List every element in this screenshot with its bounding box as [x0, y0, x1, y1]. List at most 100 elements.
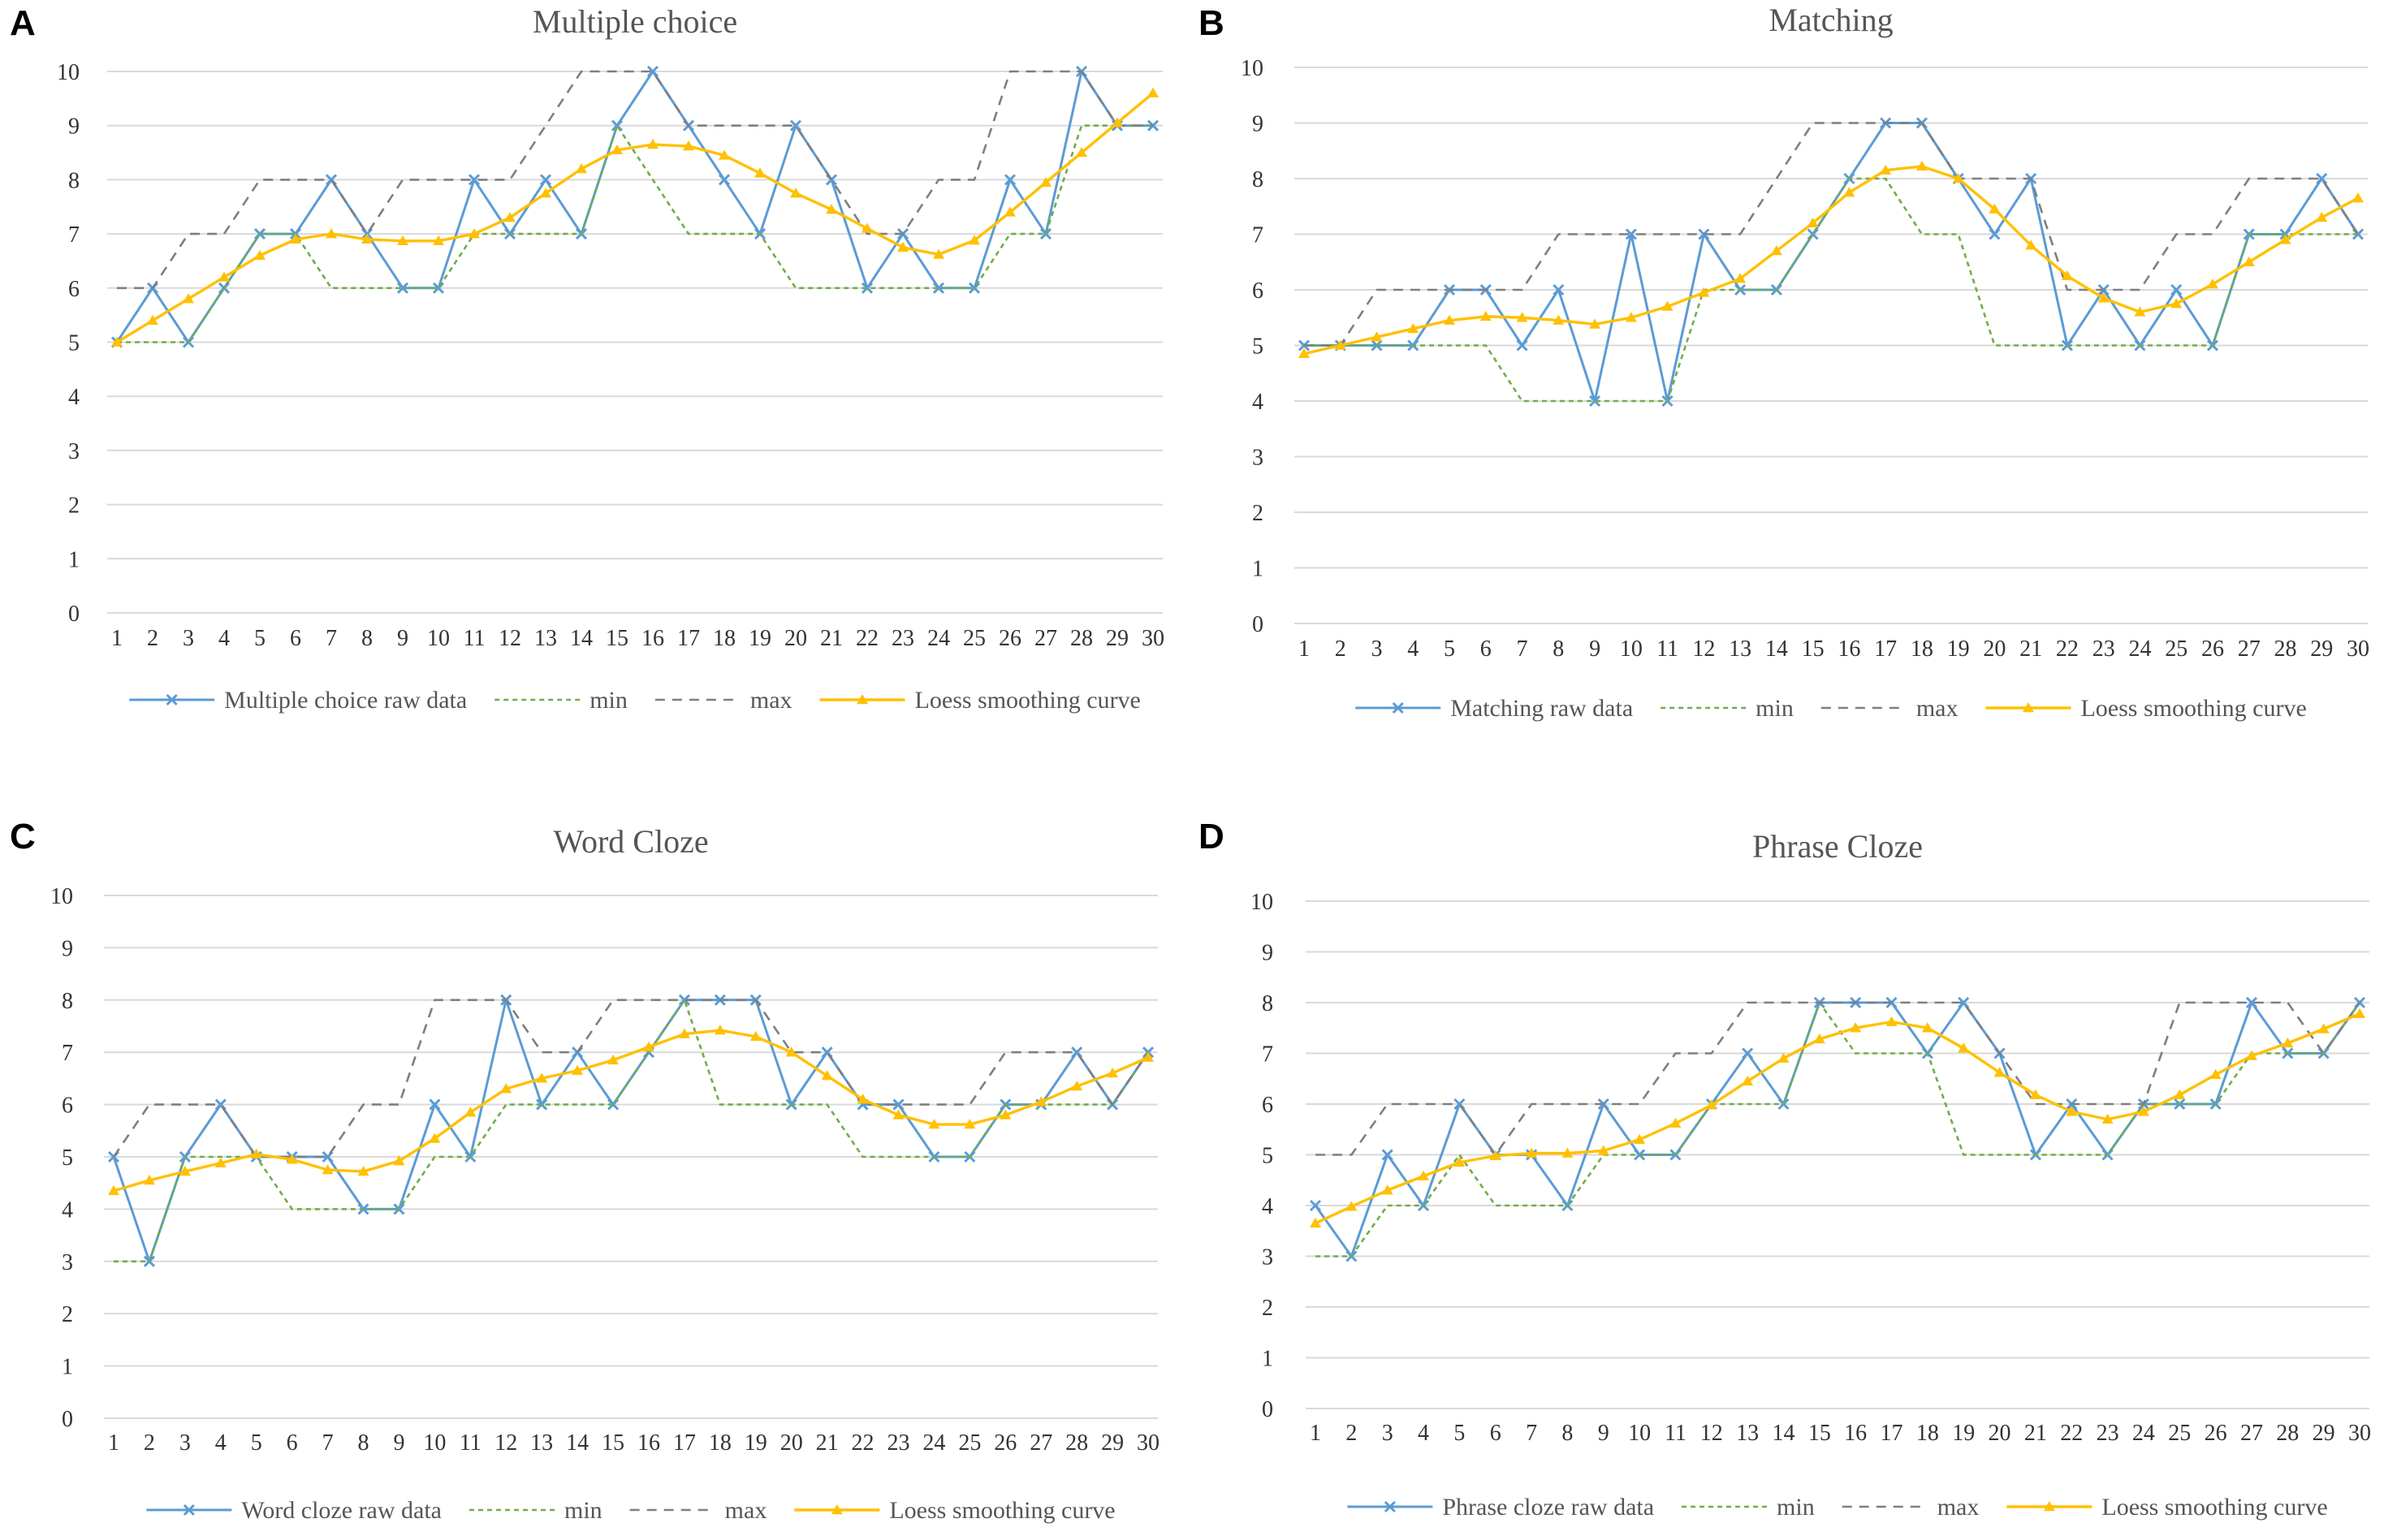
y-tick-label: 2	[68, 494, 80, 519]
data-point	[785, 1046, 797, 1057]
y-tick-label: 5	[1252, 334, 1263, 360]
x-tick-label: 10	[1620, 636, 1643, 662]
data-point	[1958, 1042, 1970, 1053]
x-tick-label: 2	[147, 626, 158, 651]
x-tick-label: 14	[1765, 636, 1788, 662]
x-tick-label: 7	[322, 1430, 334, 1456]
data-point	[1915, 160, 1928, 171]
data-point	[821, 1070, 833, 1081]
x-tick-label: 28	[2276, 1421, 2299, 1446]
x-tick-label: 15	[602, 1430, 624, 1456]
y-tick-label: 8	[1262, 991, 1273, 1016]
x-tick-label: 3	[179, 1430, 191, 1456]
x-tick-label: 5	[251, 1430, 262, 1456]
x-tick-label: 25	[2165, 636, 2187, 662]
data-point	[179, 1166, 191, 1176]
y-tick-label: 8	[62, 989, 73, 1014]
data-point	[1000, 1109, 1012, 1119]
data-point	[290, 233, 301, 244]
data-point	[111, 336, 123, 347]
data-point	[504, 212, 516, 222]
legend-marker	[2022, 702, 2034, 713]
x-tick-label: 9	[393, 1430, 404, 1456]
x-tick-label: 30	[1142, 626, 1164, 651]
data-point	[2354, 1007, 2365, 1018]
y-tick-label: 7	[1252, 223, 1263, 248]
x-tick-label: 18	[1911, 636, 1933, 662]
y-tick-label: 4	[1252, 390, 1263, 415]
legend-marker	[2043, 1501, 2055, 1512]
data-point	[108, 1184, 119, 1196]
data-point	[396, 282, 409, 294]
x-tick-label: 15	[1808, 1421, 1831, 1446]
data-point	[468, 174, 481, 186]
legend-label: Loess smoothing curve	[915, 687, 1141, 714]
legend-item: Multiple choice raw data	[129, 687, 467, 714]
data-point	[250, 1148, 262, 1159]
y-tick-label: 9	[62, 936, 73, 961]
x-tick-label: 9	[397, 626, 408, 651]
data-point	[183, 293, 194, 304]
legend: Multiple choice raw data min max Loess smoo…	[129, 687, 1141, 714]
data-point	[1040, 176, 1052, 187]
x-tick-label: 8	[361, 626, 373, 651]
data-point	[1516, 312, 1528, 322]
x-tick-label: 19	[1952, 1421, 1975, 1446]
data-point	[1381, 1184, 1393, 1195]
panel-letter-c: C	[10, 817, 36, 856]
data-point	[892, 1109, 905, 1119]
x-tick-label: 22	[852, 1430, 875, 1456]
data-point	[1489, 1150, 1501, 1160]
x-tick-label: 20	[1989, 1421, 2011, 1446]
legend-label: min	[564, 1497, 602, 1524]
y-tick-label: 2	[62, 1302, 73, 1327]
x-tick-label: 23	[887, 1430, 909, 1456]
legend-item: max	[654, 687, 793, 714]
data-point	[214, 1157, 227, 1167]
data-point	[2316, 211, 2328, 222]
y-tick-label: 6	[68, 277, 80, 302]
x-tick-label: 22	[856, 626, 879, 651]
data-point	[143, 1174, 155, 1185]
data-point	[1698, 287, 1710, 297]
data-point	[1742, 1075, 1754, 1086]
x-tick-label: 1	[1298, 636, 1310, 662]
x-tick-label: 22	[2060, 1421, 2083, 1446]
legend-item: Loess smoothing curve	[794, 1497, 1116, 1524]
x-tick-label: 24	[922, 1430, 945, 1456]
data-point	[429, 1132, 441, 1143]
data-point	[1989, 203, 2001, 214]
data-point	[647, 139, 659, 149]
x-tick-label: 27	[2240, 1421, 2263, 1446]
y-tick-label: 3	[1252, 446, 1263, 471]
data-point	[1035, 1096, 1047, 1106]
data-point	[2137, 1106, 2149, 1116]
data-point	[1553, 283, 1565, 296]
x-tick-label: 6	[1480, 636, 1492, 662]
data-point	[2025, 239, 2037, 250]
data-point	[1958, 996, 1970, 1009]
x-tick-label: 16	[641, 626, 664, 651]
data-point	[2282, 1037, 2294, 1048]
y-tick-label: 1	[1252, 557, 1263, 582]
x-tick-label: 12	[495, 1430, 517, 1456]
data-point	[1039, 228, 1052, 240]
series-line	[1314, 1001, 2361, 1257]
legend-label: max	[750, 687, 793, 714]
y-tick-label: 8	[68, 168, 80, 193]
x-tick-label: 19	[1947, 636, 1970, 662]
x-tick-label: 21	[2024, 1421, 2047, 1446]
x-tick-label: 14	[1772, 1421, 1794, 1446]
x-tick-label: 26	[2201, 636, 2224, 662]
x-tick-label: 29	[2313, 1421, 2335, 1446]
data-point	[322, 1164, 334, 1175]
y-tick-label: 0	[1252, 612, 1263, 637]
series-line	[117, 124, 1153, 343]
x-tick-label: 22	[2056, 636, 2079, 662]
x-tick-label: 29	[2310, 636, 2333, 662]
data-point	[1705, 1099, 1717, 1110]
y-tick-label: 0	[62, 1407, 73, 1432]
x-tick-label: 12	[499, 626, 521, 651]
x-tick-label: 19	[745, 1430, 767, 1456]
data-point	[1698, 228, 1710, 240]
